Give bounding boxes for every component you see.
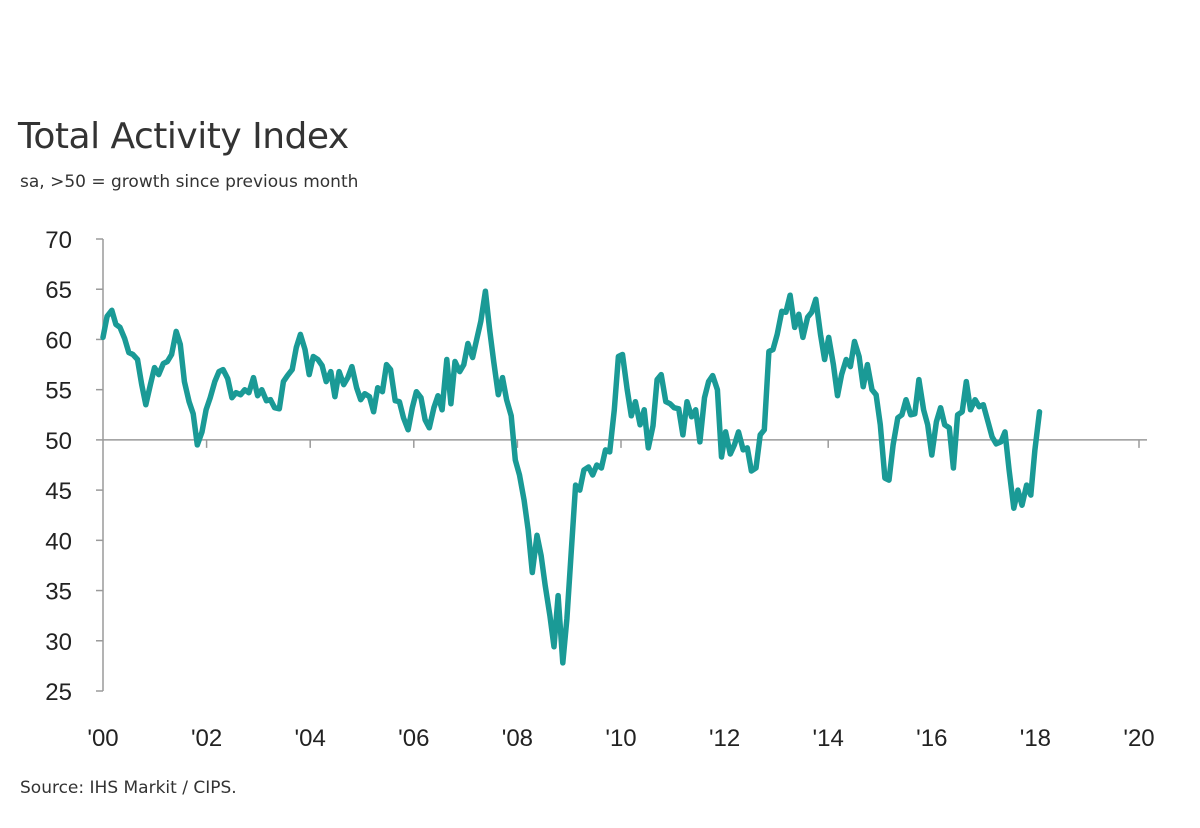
chart-title: Total Activity Index [18,116,349,157]
x-tick-label: '20 [1123,725,1154,752]
x-tick-label: '06 [398,725,429,752]
series-line [100,288,1043,666]
y-tick-label: 25 [45,679,72,706]
source-note: Source: IHS Markit / CIPS. [20,778,237,798]
x-tick-label: '16 [916,725,947,752]
x-tick-label: '10 [605,725,636,752]
x-tick-label: '18 [1020,725,1051,752]
y-tick-label: 30 [45,629,72,656]
y-tick-label: 35 [45,579,72,606]
y-tick-label: 65 [45,277,72,304]
x-tick-label: '12 [709,725,740,752]
y-tick-label: 55 [45,378,72,405]
y-tick-label: 50 [45,428,72,455]
chart-subtitle: sa, >50 = growth since previous month [20,172,359,192]
x-tick-label: '08 [502,725,533,752]
x-tick-label: '04 [295,725,326,752]
y-tick-label: 60 [45,327,72,354]
y-tick-label: 45 [45,478,72,505]
x-tick-label: '02 [191,725,222,752]
x-tick-label: '14 [813,725,844,752]
x-tick-label: '00 [87,725,118,752]
y-tick-label: 70 [45,227,72,254]
y-tick-label: 40 [45,528,72,555]
